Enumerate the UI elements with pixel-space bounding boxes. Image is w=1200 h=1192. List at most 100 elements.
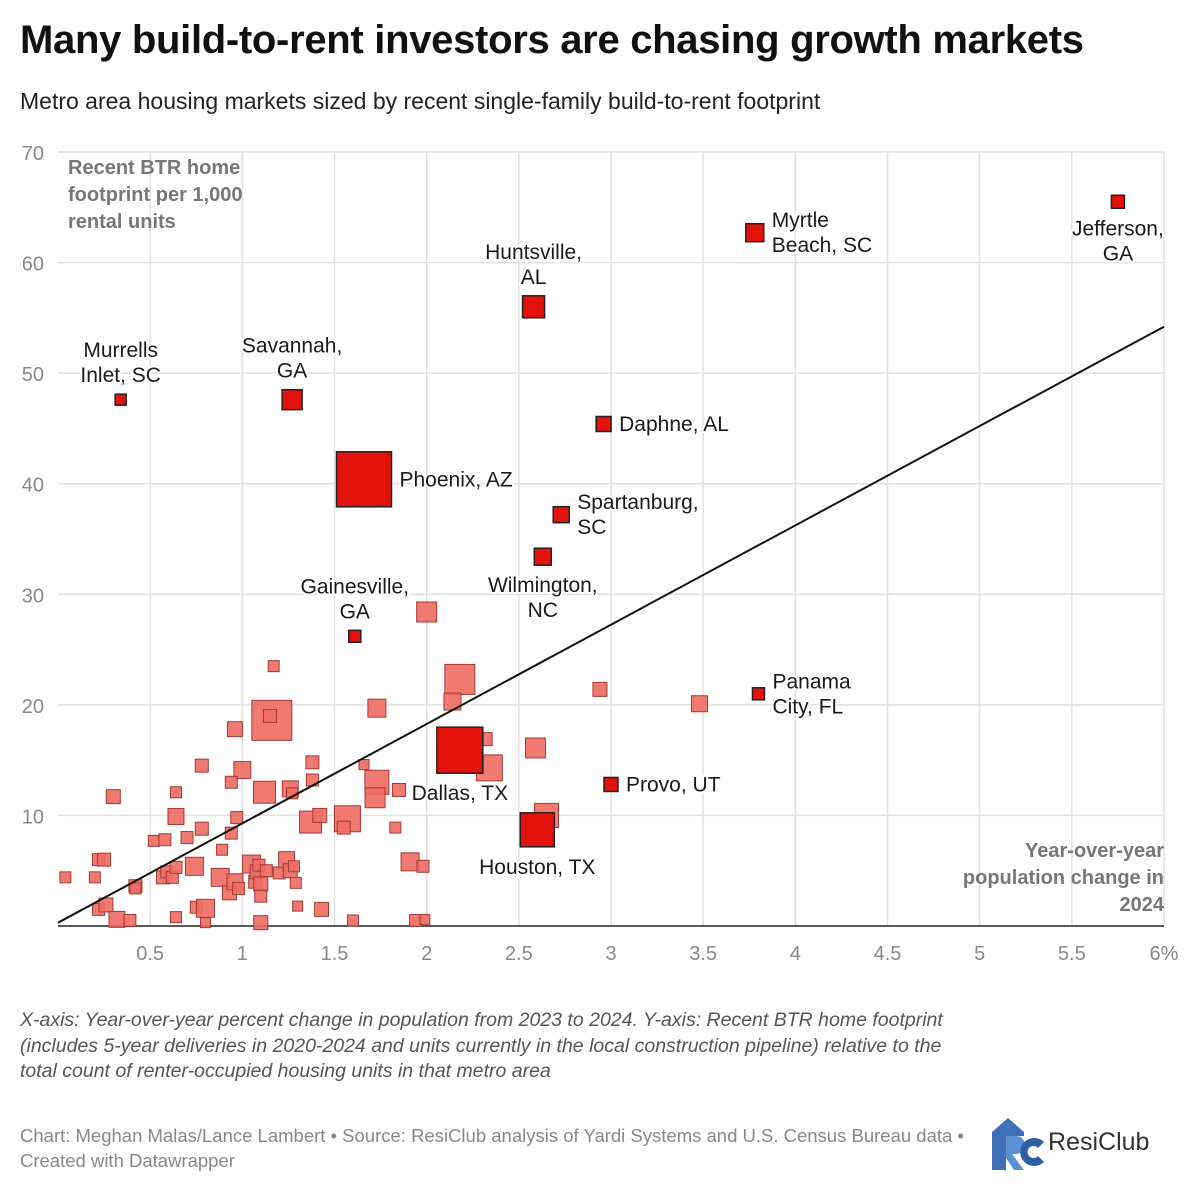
point-label: Daphne, AL bbox=[619, 413, 729, 436]
highlighted-metro-point bbox=[603, 776, 619, 793]
chart-title: Many build-to-rent investors are chasing… bbox=[20, 18, 1084, 62]
metro-point bbox=[129, 882, 142, 895]
highlighted-metro-point bbox=[348, 629, 362, 644]
highlighted-metro-point bbox=[1110, 194, 1126, 210]
highlighted-metro-points bbox=[114, 194, 1126, 848]
x-tick-label: 5.5 bbox=[1058, 943, 1086, 965]
x-tick-label: 1.5 bbox=[321, 943, 349, 965]
highlighted-metro-point bbox=[521, 295, 546, 319]
chart-footnote: X-axis: Year-over-year percent change in… bbox=[20, 1009, 943, 1083]
metro-point bbox=[169, 786, 182, 799]
metro-point bbox=[287, 860, 300, 873]
trendline-layer bbox=[57, 325, 1165, 924]
metro-point bbox=[289, 876, 302, 889]
metro-point bbox=[97, 852, 112, 867]
metro-point bbox=[184, 856, 204, 876]
x-tick-label: 3.5 bbox=[689, 943, 717, 965]
chart-subtitle: Metro area housing markets sized by rece… bbox=[20, 88, 821, 114]
y-tick-label: 40 bbox=[22, 475, 44, 497]
x-tick-label: 3 bbox=[605, 943, 616, 965]
highlighted-metro-point bbox=[519, 812, 556, 848]
point-label: Spartanburg, bbox=[577, 491, 698, 514]
resiclub-logo-icon bbox=[992, 1118, 1044, 1170]
point-label: GA bbox=[277, 360, 307, 383]
metro-point bbox=[259, 864, 273, 878]
y-tick-label: 50 bbox=[22, 364, 44, 386]
point-label: Savannah, bbox=[242, 335, 342, 358]
metro-point bbox=[194, 758, 209, 773]
gridlines bbox=[58, 151, 1165, 926]
x-axis-title: Year-over-year bbox=[1025, 840, 1164, 862]
highlighted-metro-point bbox=[745, 222, 765, 243]
x-axis-title: population change in bbox=[963, 867, 1164, 889]
point-label: AL bbox=[521, 266, 547, 289]
point-label: Phoenix, AZ bbox=[399, 468, 512, 491]
x-axis-title: 2024 bbox=[1120, 894, 1165, 916]
x-tick-label: 6% bbox=[1150, 943, 1179, 965]
highlighted-metro-point bbox=[114, 393, 127, 406]
metro-point bbox=[180, 831, 194, 845]
metro-point bbox=[195, 898, 215, 918]
metro-point bbox=[364, 787, 386, 809]
point-label: Provo, UT bbox=[626, 773, 721, 796]
point-label: SC bbox=[577, 516, 606, 539]
metro-point bbox=[123, 913, 137, 927]
metro-point bbox=[690, 695, 708, 713]
metro-point bbox=[267, 660, 280, 673]
metro-point bbox=[314, 901, 330, 917]
chart-credit: Chart: Meghan Malas/Lance Lambert • Sour… bbox=[20, 1125, 964, 1171]
highlighted-metro-point bbox=[281, 388, 303, 411]
metro-point bbox=[312, 807, 328, 823]
metro-point bbox=[592, 681, 608, 697]
metro-point bbox=[105, 789, 121, 805]
metro-point bbox=[253, 915, 269, 931]
metro-point bbox=[169, 860, 183, 874]
metro-point bbox=[367, 698, 387, 718]
point-label: Houston, TX bbox=[479, 856, 595, 879]
x-tick-label: 2 bbox=[421, 943, 432, 965]
axis-titles: Recent BTR home footprint per 1,000 rental… bbox=[68, 157, 1165, 916]
point-label: GA bbox=[1103, 242, 1133, 265]
metro-point bbox=[254, 889, 268, 903]
point-label: Beach, SC bbox=[772, 234, 872, 257]
highlighted-metro-point bbox=[595, 415, 612, 433]
point-label: Wilmington, bbox=[488, 574, 598, 597]
metro-point bbox=[419, 913, 431, 925]
resiclub-logo[interactable]: ResiClub bbox=[990, 1114, 1190, 1174]
point-label: Inlet, SC bbox=[80, 364, 161, 387]
y-tick-label: 70 bbox=[22, 143, 44, 165]
y-axis-title: footprint per 1,000 bbox=[68, 184, 242, 206]
metro-point bbox=[224, 775, 238, 789]
point-label: NC bbox=[528, 599, 558, 622]
y-tick-label: 30 bbox=[22, 585, 44, 607]
x-tick-label: 2.5 bbox=[505, 943, 533, 965]
metro-point bbox=[416, 859, 430, 873]
metro-point bbox=[194, 821, 209, 836]
highlighted-metro-point bbox=[335, 451, 393, 508]
metro-point bbox=[158, 833, 172, 847]
metro-point bbox=[230, 811, 244, 825]
axes: 10 20 30 40 50 60 70 0.5 1 1.5 2 2.5 3 3.5 4 4.5 5 5.5 6% bbox=[22, 143, 1179, 965]
metro-point bbox=[226, 721, 243, 738]
metro-point bbox=[358, 759, 370, 771]
metro-point bbox=[59, 871, 72, 884]
metro-point bbox=[400, 852, 420, 872]
y-tick-label: 20 bbox=[22, 696, 44, 718]
y-axis-title: rental units bbox=[68, 211, 176, 233]
metro-point bbox=[292, 900, 304, 912]
highlighted-metro-point bbox=[533, 547, 553, 566]
metro-point bbox=[262, 708, 277, 723]
metro-point bbox=[524, 737, 546, 759]
point-label: Murrells bbox=[83, 339, 158, 362]
metro-point bbox=[199, 917, 211, 929]
point-label: Panama bbox=[772, 670, 851, 693]
y-axis-title: Recent BTR home bbox=[68, 157, 240, 179]
metro-point bbox=[305, 755, 320, 770]
point-label: City, FL bbox=[772, 695, 843, 718]
metro-point bbox=[147, 834, 160, 847]
point-label: Myrtle bbox=[772, 209, 829, 232]
x-tick-label: 0.5 bbox=[136, 943, 164, 965]
metro-point bbox=[233, 761, 252, 780]
